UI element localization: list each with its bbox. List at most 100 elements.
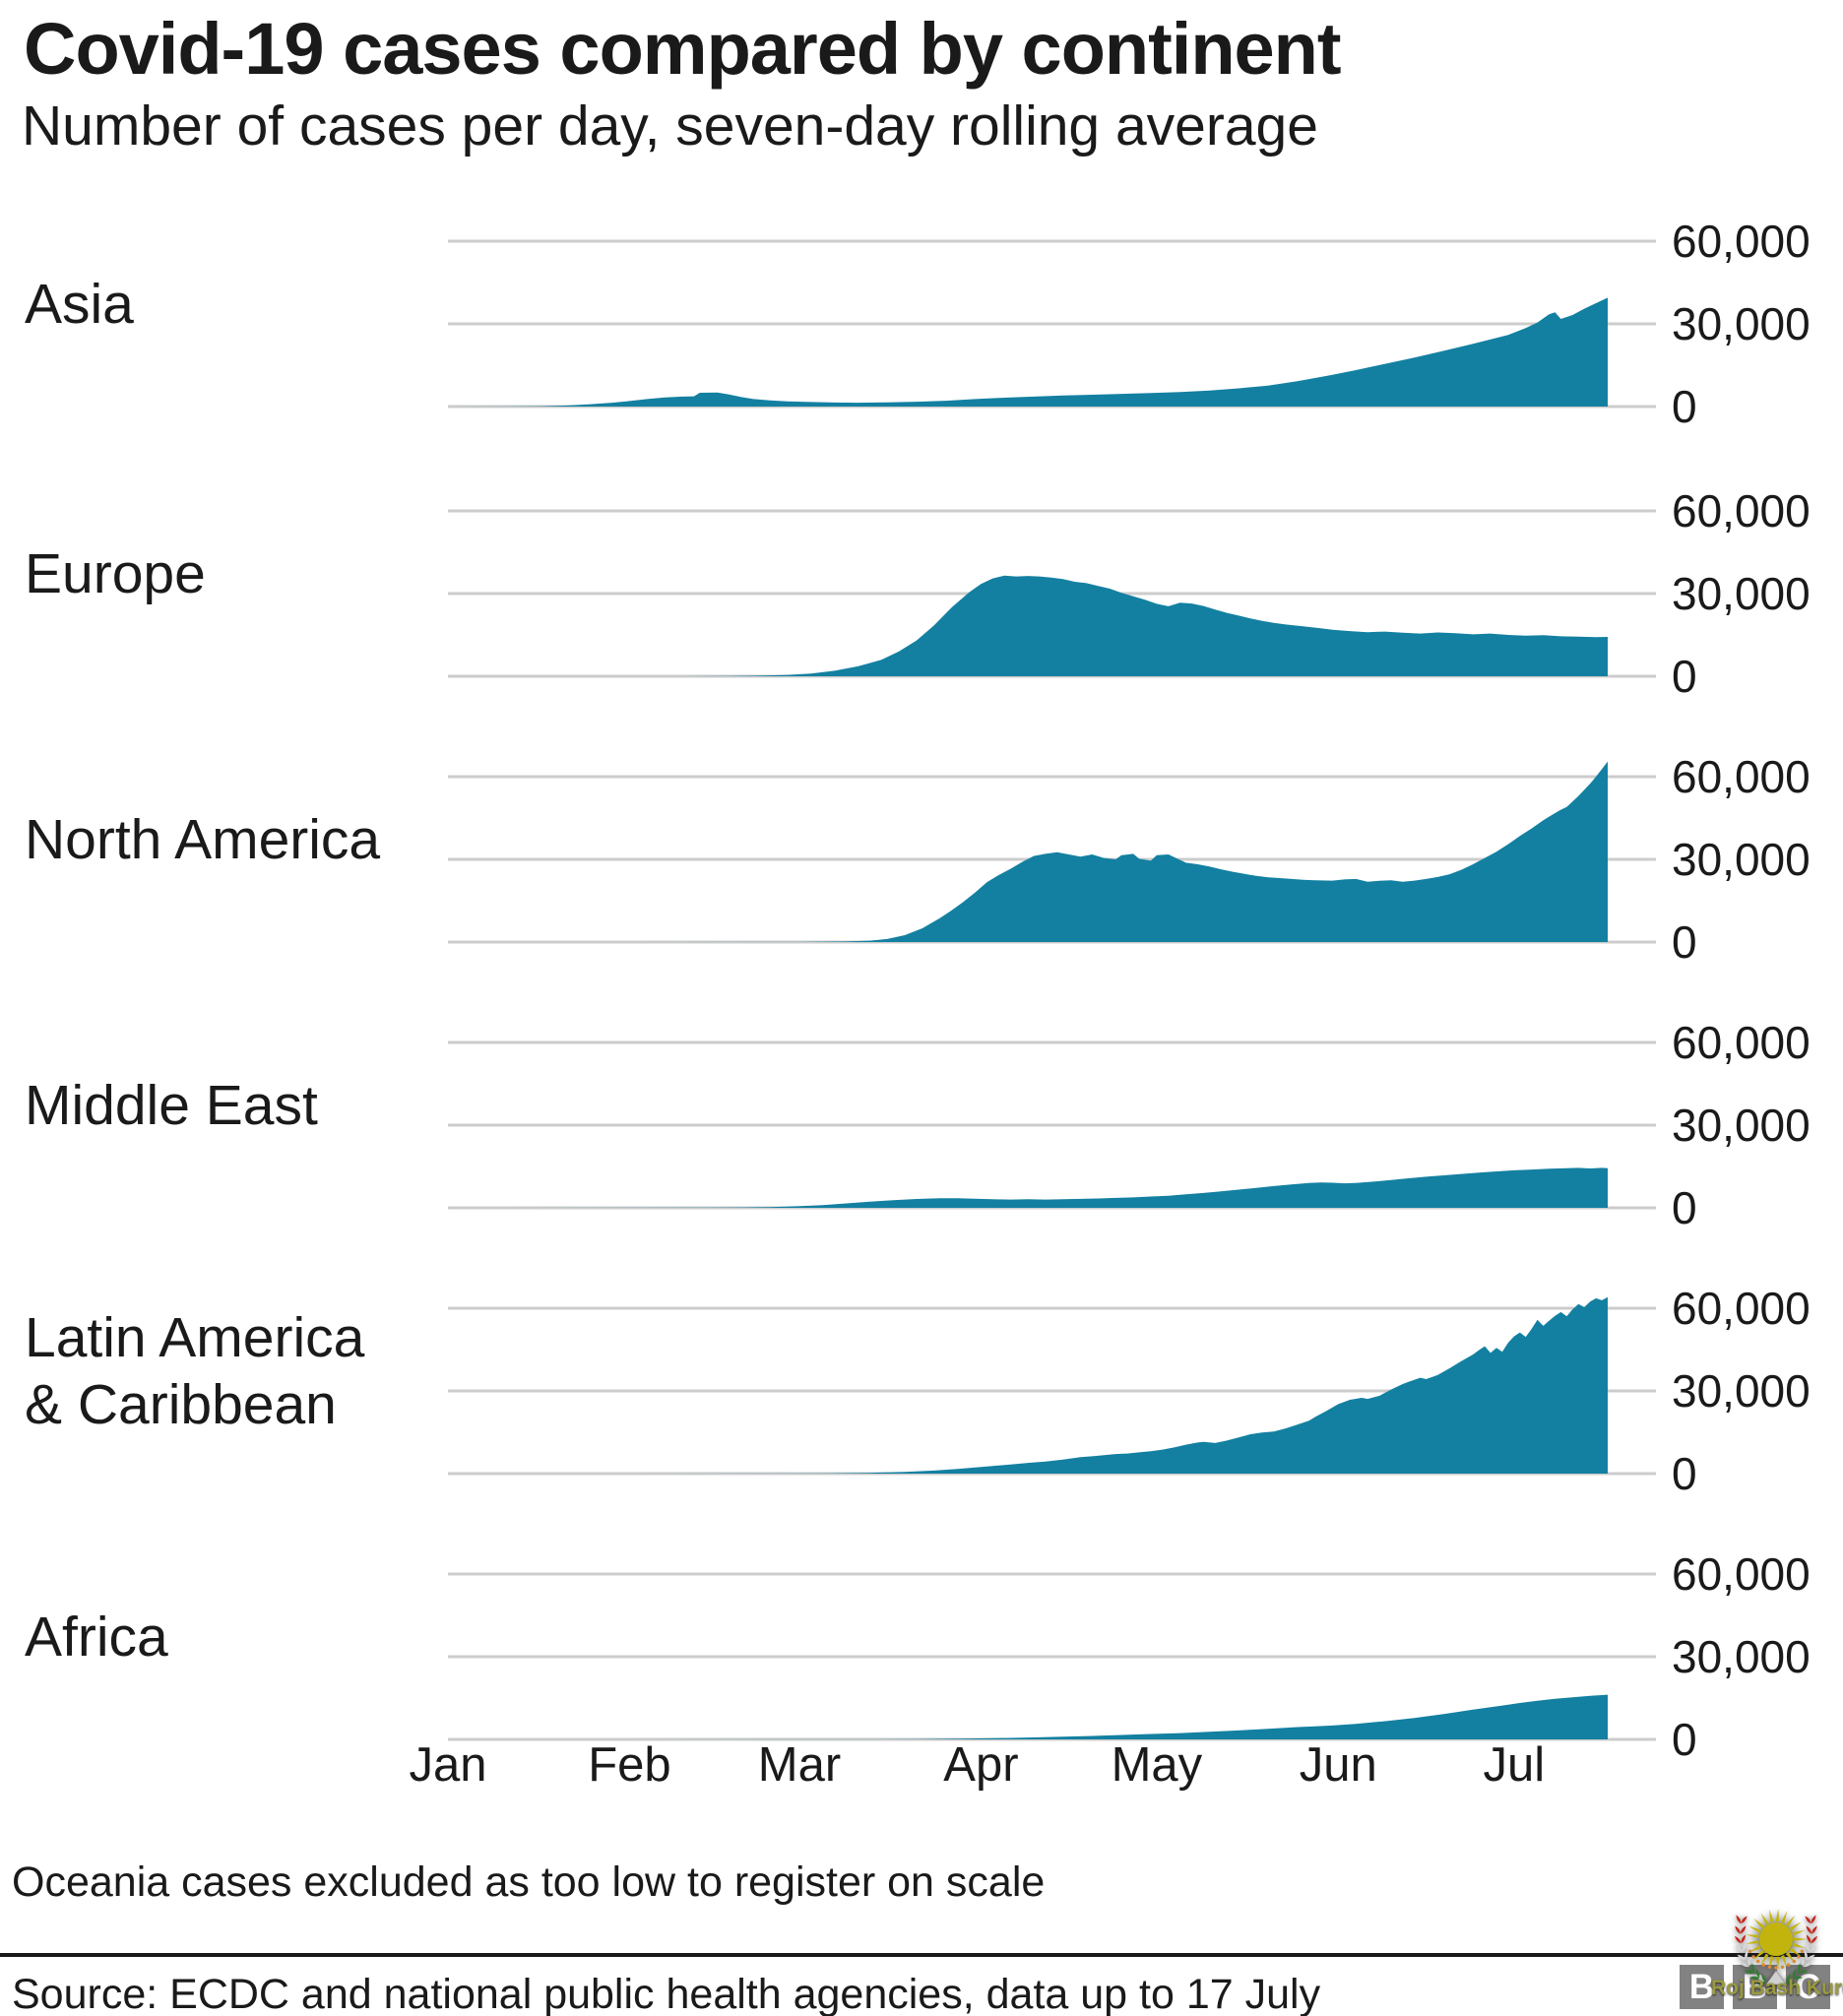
wreath-leaf-left: [1737, 1954, 1746, 1960]
wreath-leaf-left: [1740, 1925, 1747, 1934]
wreath-leaf-left: [1735, 1945, 1744, 1953]
wreath-leaf-right: [1798, 1970, 1809, 1974]
tick-latin-america-caribbean-0: 0: [1672, 1448, 1697, 1499]
bbc-logo-letter: C: [1795, 1968, 1821, 2006]
tick-middle-east-60000: 60,000: [1672, 1017, 1811, 1068]
wreath-dot: [1797, 1955, 1801, 1959]
area-middle-east: [448, 1167, 1608, 1208]
source-credit: Source: ECDC and national public health …: [12, 1971, 1321, 2016]
wreath-leaf-right: [1811, 1935, 1818, 1944]
tick-africa-30000: 30,000: [1672, 1631, 1811, 1682]
wreath-dot: [1761, 1963, 1765, 1967]
wreath-leaf-left: [1751, 1963, 1754, 1974]
wreath-leaf-left: [1755, 1969, 1760, 1979]
row-label-latin-america-caribbean: Latin America & Caribbean: [25, 1306, 365, 1436]
tick-europe-0: 0: [1672, 651, 1697, 702]
row-label-africa: Africa: [25, 1606, 168, 1669]
wreath-dot: [1756, 1959, 1760, 1964]
tick-latin-america-caribbean-30000: 30,000: [1672, 1365, 1811, 1417]
wreath-leaf-right: [1786, 1974, 1791, 1983]
wreath-leaf-left: [1735, 1925, 1741, 1934]
month-label-jun: Jun: [1299, 1738, 1377, 1792]
tick-africa-0: 0: [1672, 1714, 1697, 1765]
tick-latin-america-caribbean-60000: 60,000: [1672, 1283, 1811, 1334]
wreath-leaf-right: [1806, 1942, 1811, 1953]
wreath-leaf-left: [1741, 1916, 1748, 1924]
bbc-logo-letter: B: [1688, 1968, 1715, 2006]
wreath-leaf-right: [1811, 1925, 1817, 1934]
wreath-leaf-right: [1809, 1945, 1817, 1953]
wreath-leaf-left: [1734, 1935, 1742, 1944]
page-subtitle: Number of cases per day, seven-day rolli…: [22, 94, 1318, 158]
row-asia: [448, 239, 1656, 409]
bbc-logo-block-3: C: [1786, 1965, 1830, 2009]
wreath-leaf-left: [1736, 1915, 1742, 1924]
tick-asia-30000: 30,000: [1672, 298, 1811, 349]
sun-disc-icon: [1759, 1922, 1793, 1956]
wreath-leaf-right: [1804, 1950, 1808, 1960]
wreath-leaf-right: [1792, 1969, 1797, 1979]
wreath-leaf-right: [1801, 1957, 1805, 1967]
wreath-leaf-left: [1748, 1957, 1751, 1967]
wreath-dot: [1780, 1965, 1785, 1969]
month-label-jan: Jan: [409, 1738, 487, 1792]
tick-africa-60000: 60,000: [1672, 1548, 1811, 1600]
tick-north-america-30000: 30,000: [1672, 834, 1811, 885]
bbc-logo-block-2: B: [1733, 1965, 1777, 2009]
tick-asia-60000: 60,000: [1672, 216, 1811, 267]
wreath-leaf-left: [1745, 1950, 1748, 1960]
wreath-dot: [1767, 1965, 1772, 1969]
tick-middle-east-30000: 30,000: [1672, 1100, 1811, 1151]
row-europe: [448, 509, 1656, 678]
row-label-europe: Europe: [25, 542, 206, 605]
wreath-leaf-left: [1742, 1942, 1747, 1953]
wreath-dot: [1751, 1955, 1755, 1959]
divider-rule: [0, 1953, 1843, 1957]
wreath-dot: [1800, 1949, 1804, 1953]
watermark-text: Roj Bash Kurdistan: [1711, 1977, 1843, 1999]
wreath-leaf-right: [1807, 1954, 1815, 1960]
sun-rays-icon: [1746, 1909, 1807, 1970]
row-label-north-america: North America: [25, 808, 381, 871]
month-label-mar: Mar: [757, 1738, 842, 1792]
bbc-logo-block-1: B: [1680, 1965, 1724, 2009]
wreath-leaf-left: [1740, 1963, 1749, 1968]
row-label-asia: Asia: [25, 273, 134, 336]
wreath-dot: [1774, 1966, 1778, 1970]
wreath-leaf-left: [1749, 1976, 1759, 1980]
month-label-may: May: [1111, 1738, 1203, 1792]
tick-asia-0: 0: [1672, 381, 1697, 432]
month-label-jul: Jul: [1483, 1738, 1546, 1792]
footnote: Oceania cases excluded as too low to reg…: [12, 1858, 1046, 1906]
row-africa: [448, 1572, 1656, 1741]
kurdistan-emblem-watermark-icon: [1734, 1909, 1818, 1985]
wreath-leaf-right: [1798, 1963, 1801, 1974]
tick-europe-60000: 60,000: [1672, 485, 1811, 536]
month-label-feb: Feb: [588, 1738, 671, 1792]
wreath-leaf-right: [1811, 1915, 1816, 1924]
row-label-middle-east: Middle East: [25, 1074, 318, 1137]
row-north-america: [448, 761, 1656, 944]
area-africa: [448, 1694, 1608, 1739]
tick-middle-east-0: 0: [1672, 1182, 1697, 1233]
wreath-leaf-right: [1786, 1982, 1797, 1984]
wreath-dot: [1748, 1949, 1752, 1953]
page-title: Covid-19 cases compared by continent: [24, 8, 1342, 90]
wreath-base-chevron-icon: [1765, 1970, 1787, 1985]
area-north-america: [448, 761, 1608, 942]
wreath-leaf-right: [1806, 1934, 1811, 1944]
row-latin-america-caribbean: [448, 1296, 1656, 1476]
tick-north-america-60000: 60,000: [1672, 751, 1811, 802]
wreath-leaf-left: [1755, 1982, 1766, 1984]
tick-europe-30000: 30,000: [1672, 568, 1811, 619]
tick-north-america-0: 0: [1672, 916, 1697, 968]
wreath-leaf-left: [1744, 1970, 1754, 1974]
area-asia: [448, 297, 1608, 407]
wreath-leaf-right: [1793, 1976, 1803, 1980]
wreath-leaf-right: [1803, 1963, 1812, 1968]
wreath-leaf-right: [1806, 1925, 1812, 1934]
wreath-leaf-left: [1761, 1974, 1766, 1983]
area-latin-america-caribbean: [448, 1296, 1608, 1474]
